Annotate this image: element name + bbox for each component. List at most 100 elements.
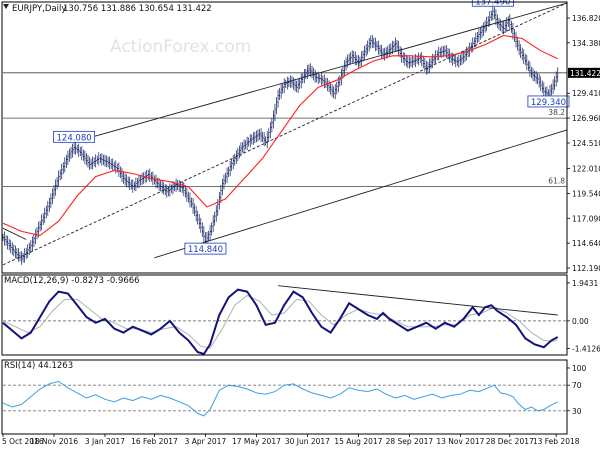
price-bar	[87, 155, 89, 168]
ohlc-values: 130.756 131.886 130.654 131.422	[63, 4, 212, 14]
price-bar	[388, 44, 391, 57]
price-bar	[20, 251, 23, 265]
price-bar	[82, 149, 85, 161]
price-bar	[323, 74, 326, 89]
price-bar	[246, 136, 248, 151]
price-bar	[368, 38, 371, 52]
price-bar	[22, 252, 24, 263]
price-bar	[224, 172, 227, 185]
x-tick-label: 28 Sep 2017	[386, 437, 434, 446]
price-bar	[93, 157, 95, 167]
price-bar	[107, 156, 109, 168]
price-bar	[516, 36, 519, 51]
price-bar	[492, 5, 494, 21]
price-bar	[366, 40, 369, 55]
price-bar	[23, 248, 26, 263]
annotation-box	[471, 0, 514, 7]
price-bar	[115, 160, 117, 174]
price-bar	[233, 153, 236, 166]
price-bar	[509, 14, 511, 31]
price-bar	[320, 72, 323, 86]
price-bar	[533, 70, 536, 82]
symbol-label: EURJPY,Daily	[12, 4, 66, 14]
rsi-line	[2, 380, 558, 417]
price-bar	[309, 63, 312, 77]
price-bar	[186, 187, 188, 202]
price-bar	[261, 131, 264, 143]
price-bar	[475, 32, 477, 48]
price-bar	[70, 146, 72, 160]
price-bar	[485, 16, 488, 32]
macd-signal-line	[2, 294, 558, 349]
price-bar	[555, 71, 557, 87]
price-bar	[365, 44, 367, 57]
price-bar	[334, 84, 337, 100]
price-bar	[403, 52, 406, 66]
panel-frame	[1, 274, 568, 356]
price-bar	[373, 37, 375, 49]
x-tick-label: 15 Aug 2017	[334, 437, 382, 446]
price-bar	[274, 103, 276, 122]
annotation-label: 124.080	[57, 133, 92, 143]
price-bar	[260, 128, 262, 142]
y-tick-label: -1.4126	[572, 344, 600, 353]
price-bar	[164, 184, 167, 196]
price-bar	[411, 55, 414, 68]
channel-line-middle	[2, 2, 568, 266]
price-bar	[405, 54, 408, 67]
price-bar	[51, 188, 54, 205]
annotation-label: 129.340	[531, 98, 566, 108]
price-bar	[190, 197, 193, 208]
y-tick-label: 30	[572, 407, 582, 416]
price-bar	[284, 79, 287, 88]
price-bar	[267, 128, 270, 142]
price-bar	[400, 47, 403, 63]
price-bar	[349, 51, 352, 65]
price-bar	[74, 141, 77, 155]
price-bar	[428, 58, 431, 73]
price-bar	[99, 154, 102, 164]
price-bar	[556, 67, 559, 83]
price-bar	[5, 235, 7, 246]
rsi-panel	[2, 380, 567, 417]
price-bar	[286, 76, 289, 90]
price-bar	[369, 35, 372, 49]
price-bar	[125, 174, 128, 187]
price-bar	[363, 45, 366, 61]
price-bar	[484, 20, 486, 33]
price-bar	[550, 83, 553, 96]
price-bar	[352, 50, 355, 63]
price-bar	[530, 66, 533, 79]
price-bar	[437, 46, 440, 61]
price-bar	[189, 192, 191, 208]
price-bar	[110, 158, 112, 169]
price-bar	[356, 55, 358, 66]
price-bar	[543, 82, 545, 98]
price-bar	[335, 81, 338, 95]
price-bar	[277, 89, 279, 108]
x-tick-label: 17 May 2017	[232, 437, 281, 446]
price-bar	[243, 139, 245, 153]
price-bar	[311, 65, 313, 79]
y-tick-label: 122.010	[572, 164, 600, 173]
price-bar	[57, 170, 60, 188]
price-bar	[419, 53, 422, 63]
price-bar	[101, 153, 103, 166]
price-bar	[450, 52, 452, 63]
price-bar	[371, 34, 374, 48]
price-bar	[359, 56, 361, 67]
price-bar	[505, 16, 508, 32]
price-bar	[470, 42, 472, 53]
price-bar	[269, 121, 272, 139]
price-bar	[538, 73, 540, 88]
price-bar	[227, 166, 230, 178]
price-bar	[138, 174, 140, 189]
price-bar	[62, 162, 65, 175]
price-bar	[322, 75, 324, 85]
price-bar	[17, 248, 20, 262]
price-bar	[522, 49, 525, 64]
price-bar	[232, 154, 235, 170]
price-bar	[165, 184, 168, 198]
price-bar	[79, 147, 82, 157]
